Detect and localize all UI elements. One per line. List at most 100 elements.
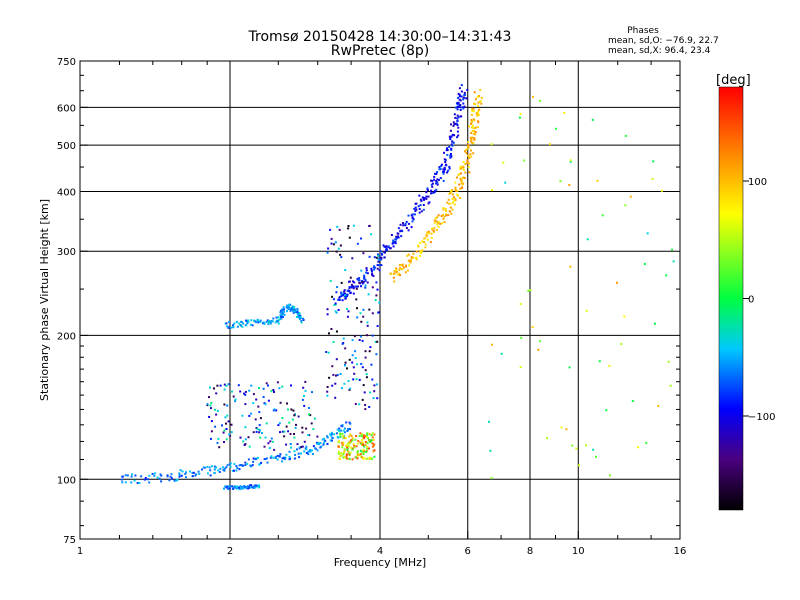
data-point (546, 437, 548, 440)
data-point (422, 198, 425, 201)
data-point (455, 106, 457, 109)
data-point (353, 446, 356, 449)
data-point (353, 335, 356, 338)
data-point (366, 324, 369, 327)
data-point (412, 252, 415, 255)
data-point (396, 236, 399, 239)
data-point (468, 171, 471, 174)
data-point (225, 384, 228, 387)
data-point (267, 323, 270, 326)
data-point (297, 314, 300, 317)
data-point (245, 319, 247, 322)
data-point (329, 439, 332, 442)
data-point (352, 366, 355, 369)
data-point (466, 161, 469, 164)
data-point (287, 306, 290, 309)
data-point (442, 207, 445, 210)
data-point (235, 465, 238, 468)
data-point (373, 268, 376, 271)
data-point (251, 324, 254, 327)
data-point (442, 208, 445, 211)
data-point (330, 328, 333, 330)
data-point (330, 434, 333, 437)
data-point (453, 203, 456, 206)
data-point (277, 322, 280, 325)
data-point (652, 160, 655, 163)
data-point (480, 102, 483, 105)
data-point (341, 453, 344, 456)
data-point (269, 322, 272, 325)
data-point (348, 287, 351, 290)
data-point (288, 450, 291, 453)
data-point (433, 219, 436, 222)
data-point (470, 120, 473, 123)
data-point (143, 478, 146, 481)
data-point (329, 228, 332, 231)
data-point (375, 383, 378, 386)
data-point (462, 161, 465, 163)
data-point (363, 434, 365, 437)
data-point (221, 424, 223, 427)
data-point (334, 241, 337, 244)
data-point (358, 339, 361, 341)
data-point (279, 401, 282, 404)
data-point (443, 151, 445, 154)
data-point (357, 277, 360, 280)
data-point (465, 148, 468, 151)
data-point (364, 441, 367, 444)
data-point (222, 431, 225, 434)
data-point (323, 437, 326, 440)
data-point (408, 264, 411, 267)
data-point (371, 270, 373, 273)
data-point (424, 243, 427, 246)
data-point (300, 320, 303, 323)
data-point (370, 363, 373, 366)
data-point (292, 311, 295, 314)
data-point (283, 313, 286, 316)
data-point (326, 308, 329, 311)
data-point (301, 431, 304, 434)
data-point (453, 123, 456, 126)
data-point (234, 398, 237, 401)
data-point (549, 143, 551, 146)
data-point (299, 316, 302, 319)
data-point (399, 230, 402, 233)
data-point (448, 145, 451, 148)
data-point (504, 181, 507, 184)
data-point (244, 393, 247, 396)
data-point (325, 351, 328, 353)
data-point (336, 436, 339, 438)
data-point (450, 143, 453, 146)
data-point (394, 241, 397, 243)
data-point (296, 448, 298, 451)
data-point (329, 433, 332, 436)
data-point (369, 440, 372, 443)
data-point (451, 198, 454, 201)
data-point (160, 474, 163, 477)
stats-line-x: mean, sd,X: 96.4, 23.4 (608, 46, 711, 56)
data-point (332, 341, 335, 344)
data-point (459, 177, 462, 180)
data-point (254, 486, 257, 489)
data-point (413, 213, 416, 216)
data-point (338, 430, 341, 433)
data-point (326, 394, 329, 397)
data-point (444, 163, 447, 166)
data-point (368, 433, 371, 436)
data-point (371, 445, 374, 448)
data-point (356, 316, 359, 319)
data-point (263, 402, 266, 405)
data-point (316, 449, 319, 452)
data-point (302, 386, 305, 389)
data-point (345, 421, 348, 424)
data-point (296, 311, 299, 314)
data-point (379, 250, 382, 253)
data-point (362, 443, 365, 446)
data-point (269, 440, 272, 443)
data-point (276, 320, 279, 323)
data-point (527, 289, 530, 292)
data-point (347, 450, 350, 453)
data-point (292, 309, 295, 312)
data-point (460, 115, 463, 118)
data-point (433, 231, 435, 234)
